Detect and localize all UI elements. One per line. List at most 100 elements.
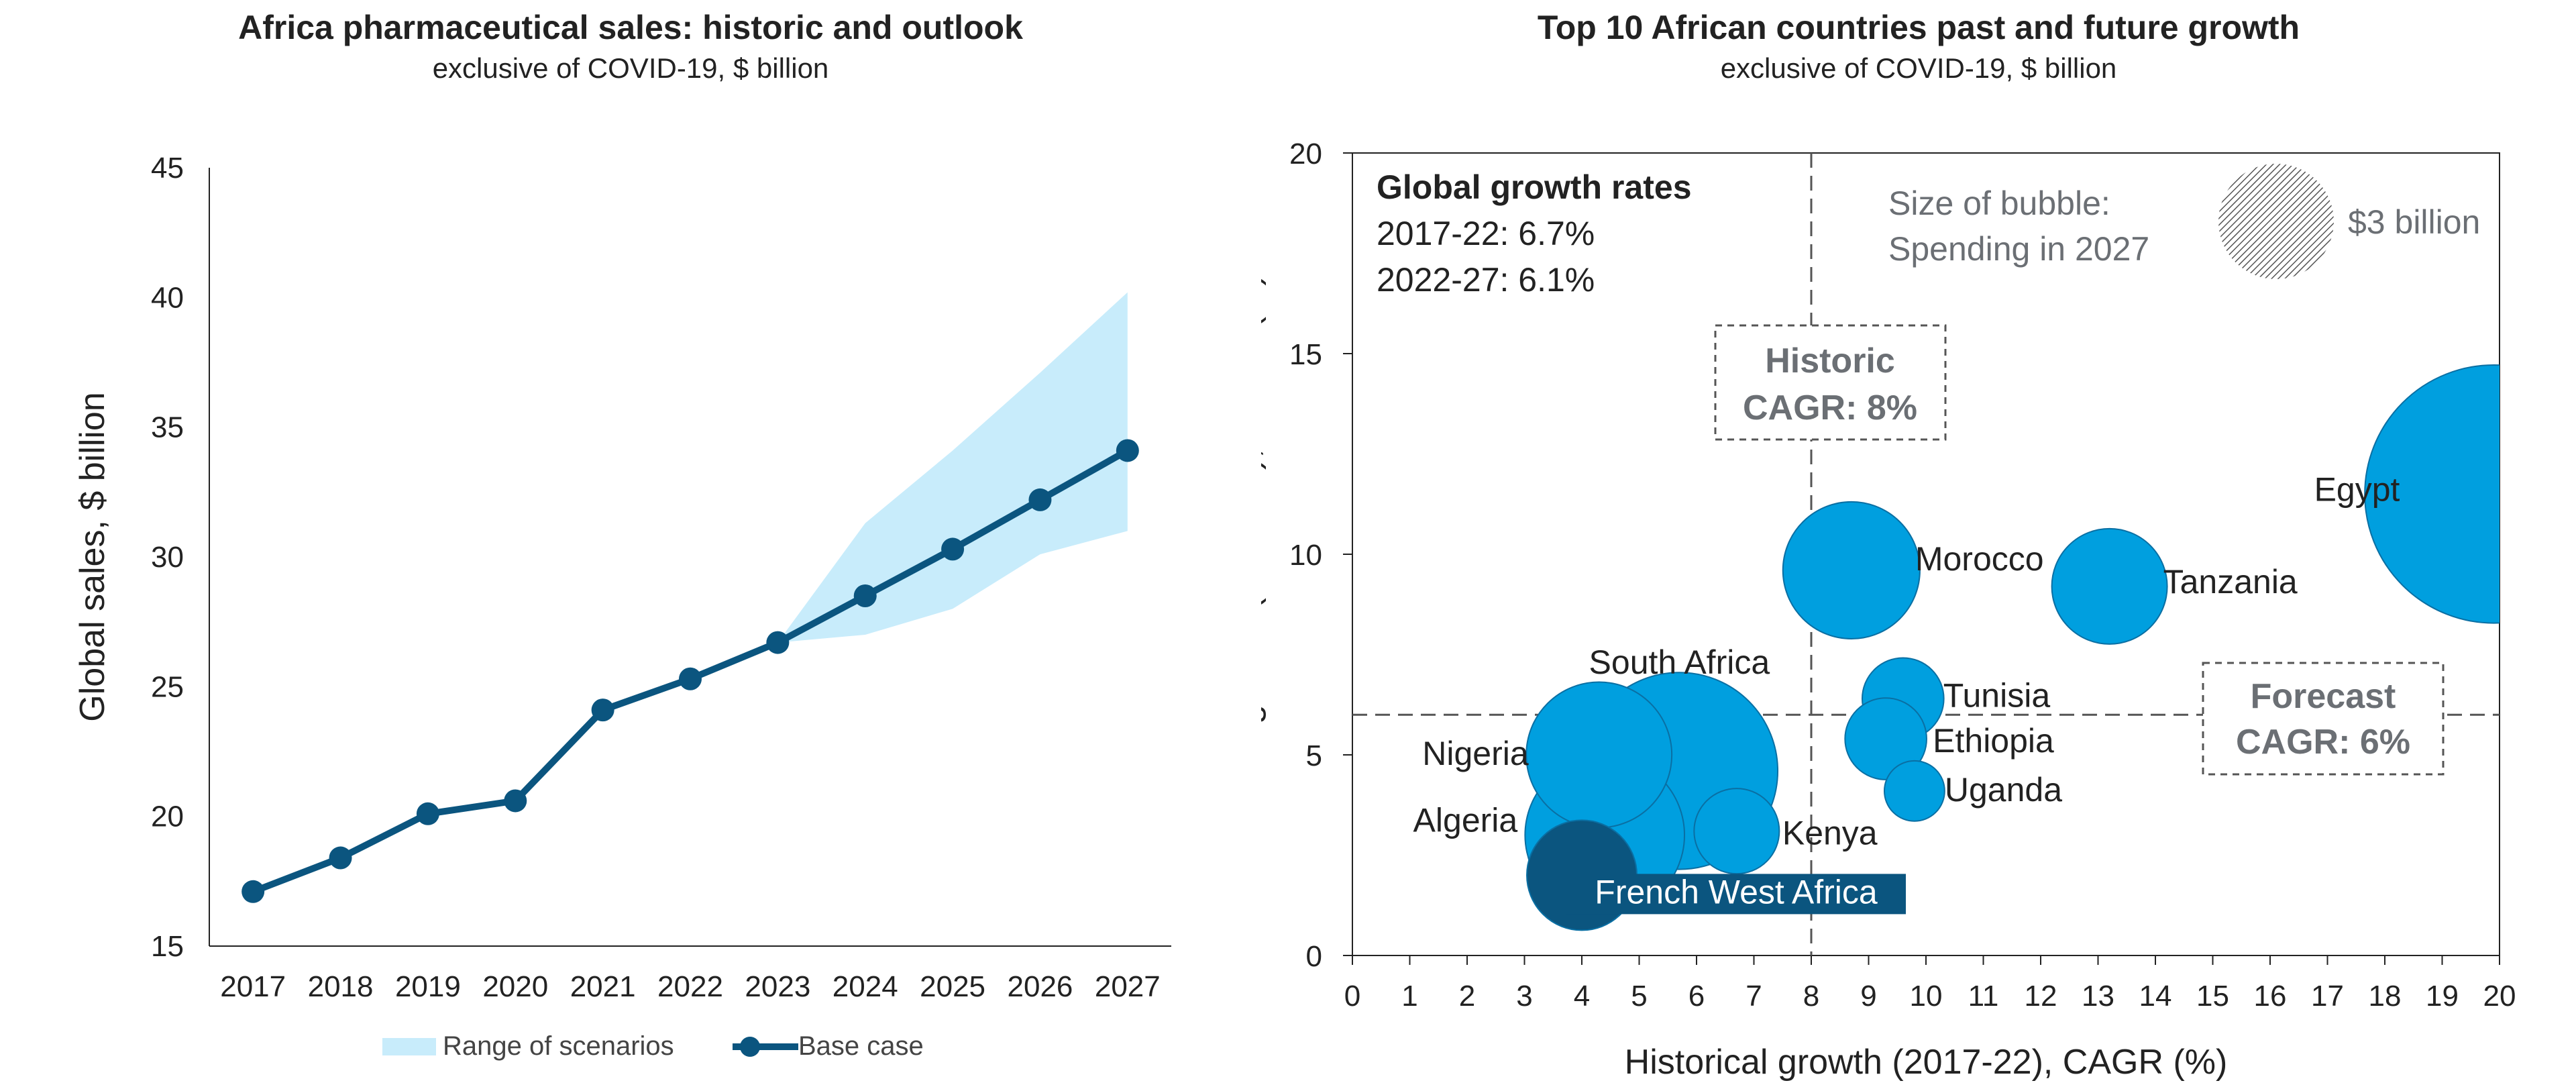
y-tick-label: 20 (1289, 138, 1322, 170)
x-tick-label: 2 (1459, 980, 1475, 1013)
bubble-label-ethiopia: Ethiopia (1933, 722, 2054, 760)
y-tick-label: 40 (151, 281, 184, 314)
x-tick-label: 11 (1968, 980, 1999, 1013)
base-case-point (1028, 488, 1052, 511)
left-chart-subtitle: exclusive of COVID-19, $ billion (432, 52, 829, 84)
global-growth-line-1: 2017-22: 6.7% (1377, 215, 1595, 252)
base-case-point (1116, 439, 1139, 462)
x-tick-label: 2022 (657, 970, 723, 1003)
base-case-point (679, 667, 702, 690)
x-tick-label: 16 (2254, 980, 2287, 1013)
bubble-label-south-africa: South Africa (1589, 643, 1770, 681)
x-axis-title: Historical growth (2017-22), CAGR (%) (1625, 1043, 2228, 1082)
y-tick-label: 45 (151, 152, 184, 185)
x-tick-label: 19 (2426, 980, 2459, 1013)
bubble-tanzania (2051, 527, 2168, 645)
forecast-cagr-label-2: CAGR: 6% (2236, 723, 2410, 762)
bubble-chart: Egypt Morocco Tanzania South Africa Nigeria T… (1261, 138, 2516, 1082)
bubble-label-algeria: Algeria (1413, 802, 1518, 839)
x-tick-label: 2019 (395, 970, 461, 1003)
x-tick-label: 12 (2025, 980, 2057, 1013)
x-tick-label: 18 (2369, 980, 2402, 1013)
x-tick-label: 17 (2311, 980, 2344, 1013)
base-case-point (941, 537, 965, 561)
size-note-line-1: Size of bubble: (1888, 185, 2110, 222)
left-chart-panel: Africa pharmaceutical sales: historic an… (0, 0, 1261, 1087)
x-tick-label: 2021 (570, 970, 636, 1003)
x-tick-label: 6 (1688, 980, 1705, 1013)
x-tick-label: 2027 (1095, 970, 1161, 1003)
legend-range-swatch (382, 1038, 436, 1055)
bubble-label-tanzania: Tanzania (2163, 563, 2298, 601)
x-tick-label: 9 (1860, 980, 1876, 1013)
bubble-label-kenya: Kenya (1782, 815, 1878, 852)
historic-cagr-label-1: Historic (1765, 342, 1895, 380)
bubble-ethiopia (1844, 697, 1927, 780)
base-case-point (241, 880, 265, 903)
right-chart-panel: Top 10 African countries past and future… (1261, 0, 2576, 1087)
x-tick-label: 3 (1516, 980, 1532, 1013)
bubble-egypt (2364, 364, 2500, 624)
x-tick-label: 2024 (833, 970, 898, 1003)
x-tick-label: 2026 (1008, 970, 1073, 1003)
y-tick-label: 10 (1289, 539, 1322, 572)
y-tick-label: 15 (1289, 338, 1322, 371)
left-chart-title: Africa pharmaceutical sales: historic an… (238, 9, 1023, 46)
base-case-point (416, 802, 439, 825)
historic-cagr-box (1714, 324, 1947, 441)
bubble-label-uganda: Uganda (1945, 771, 2062, 809)
x-tick-label: 2020 (482, 970, 548, 1003)
y-tick-label: 15 (151, 930, 184, 963)
legend-base-marker (740, 1037, 760, 1057)
x-tick-label: 1 (1401, 980, 1417, 1013)
x-tick-label: 10 (1910, 980, 1943, 1013)
y-tick-label: 30 (151, 541, 184, 574)
forecast-cagr-label-1: Forecast (2251, 677, 2396, 716)
legend-range-label: Range of scenarios (443, 1031, 674, 1061)
base-case-point (766, 631, 790, 654)
bubble-label-french-west-africa: French West Africa (1595, 873, 1878, 911)
bubble-morocco (1782, 501, 1921, 640)
bubble-uganda (1883, 760, 1945, 822)
x-tick-label: 2018 (308, 970, 374, 1003)
base-case-point (591, 698, 614, 722)
size-legend-bubble (2218, 164, 2334, 279)
base-case-point (504, 789, 527, 813)
x-tick-label: 8 (1803, 980, 1819, 1013)
global-growth-line-2: 2022-27: 6.1% (1377, 261, 1595, 299)
base-case-point (853, 584, 877, 607)
historic-cagr-label-2: CAGR: 8% (1743, 389, 1917, 427)
x-tick-label: 14 (2139, 980, 2172, 1013)
bubble-label-nigeria: Nigeria (1422, 735, 1529, 772)
x-tick-label: 5 (1631, 980, 1647, 1013)
x-tick-label: 15 (2196, 980, 2229, 1013)
right-chart-title: Top 10 African countries past and future… (1537, 9, 2300, 46)
y-tick-label: 20 (151, 800, 184, 833)
bubble-label-tunisia: Tunisia (1943, 676, 2051, 714)
y-axis-title: Future growth (2022-27), CAGR (%) (1261, 274, 1267, 834)
size-legend-label: $3 billion (2348, 203, 2480, 241)
y-tick-label: 35 (151, 411, 184, 444)
y-axis-title: Global sales, $ billion (73, 392, 112, 721)
bubble-nigeria (1525, 681, 1673, 829)
x-tick-label: 7 (1746, 980, 1762, 1013)
x-tick-label: 2025 (920, 970, 985, 1003)
y-tick-label: 5 (1306, 739, 1322, 772)
french-west-africa-label-box (1566, 874, 1906, 915)
x-tick-label: 2017 (220, 970, 286, 1003)
x-tick-label: 20 (2483, 980, 2516, 1013)
size-note-line-2: Spending in 2027 (1888, 230, 2149, 268)
x-tick-label: 13 (2082, 980, 2114, 1013)
bubble-label-egypt: Egypt (2314, 470, 2400, 508)
bubble-kenya (1693, 788, 1780, 875)
right-chart-subtitle: exclusive of COVID-19, $ billion (1720, 52, 2117, 84)
legend-base-label: Base case (798, 1031, 924, 1061)
x-tick-label: 0 (1344, 980, 1360, 1013)
y-tick-label: 25 (151, 670, 184, 703)
global-growth-title: Global growth rates (1377, 168, 1692, 206)
x-tick-label: 4 (1574, 980, 1590, 1013)
x-tick-label: 2023 (745, 970, 810, 1003)
bubble-label-morocco: Morocco (1915, 540, 2044, 578)
scenario-range-area (777, 292, 1128, 643)
forecast-cagr-box (2202, 662, 2445, 776)
